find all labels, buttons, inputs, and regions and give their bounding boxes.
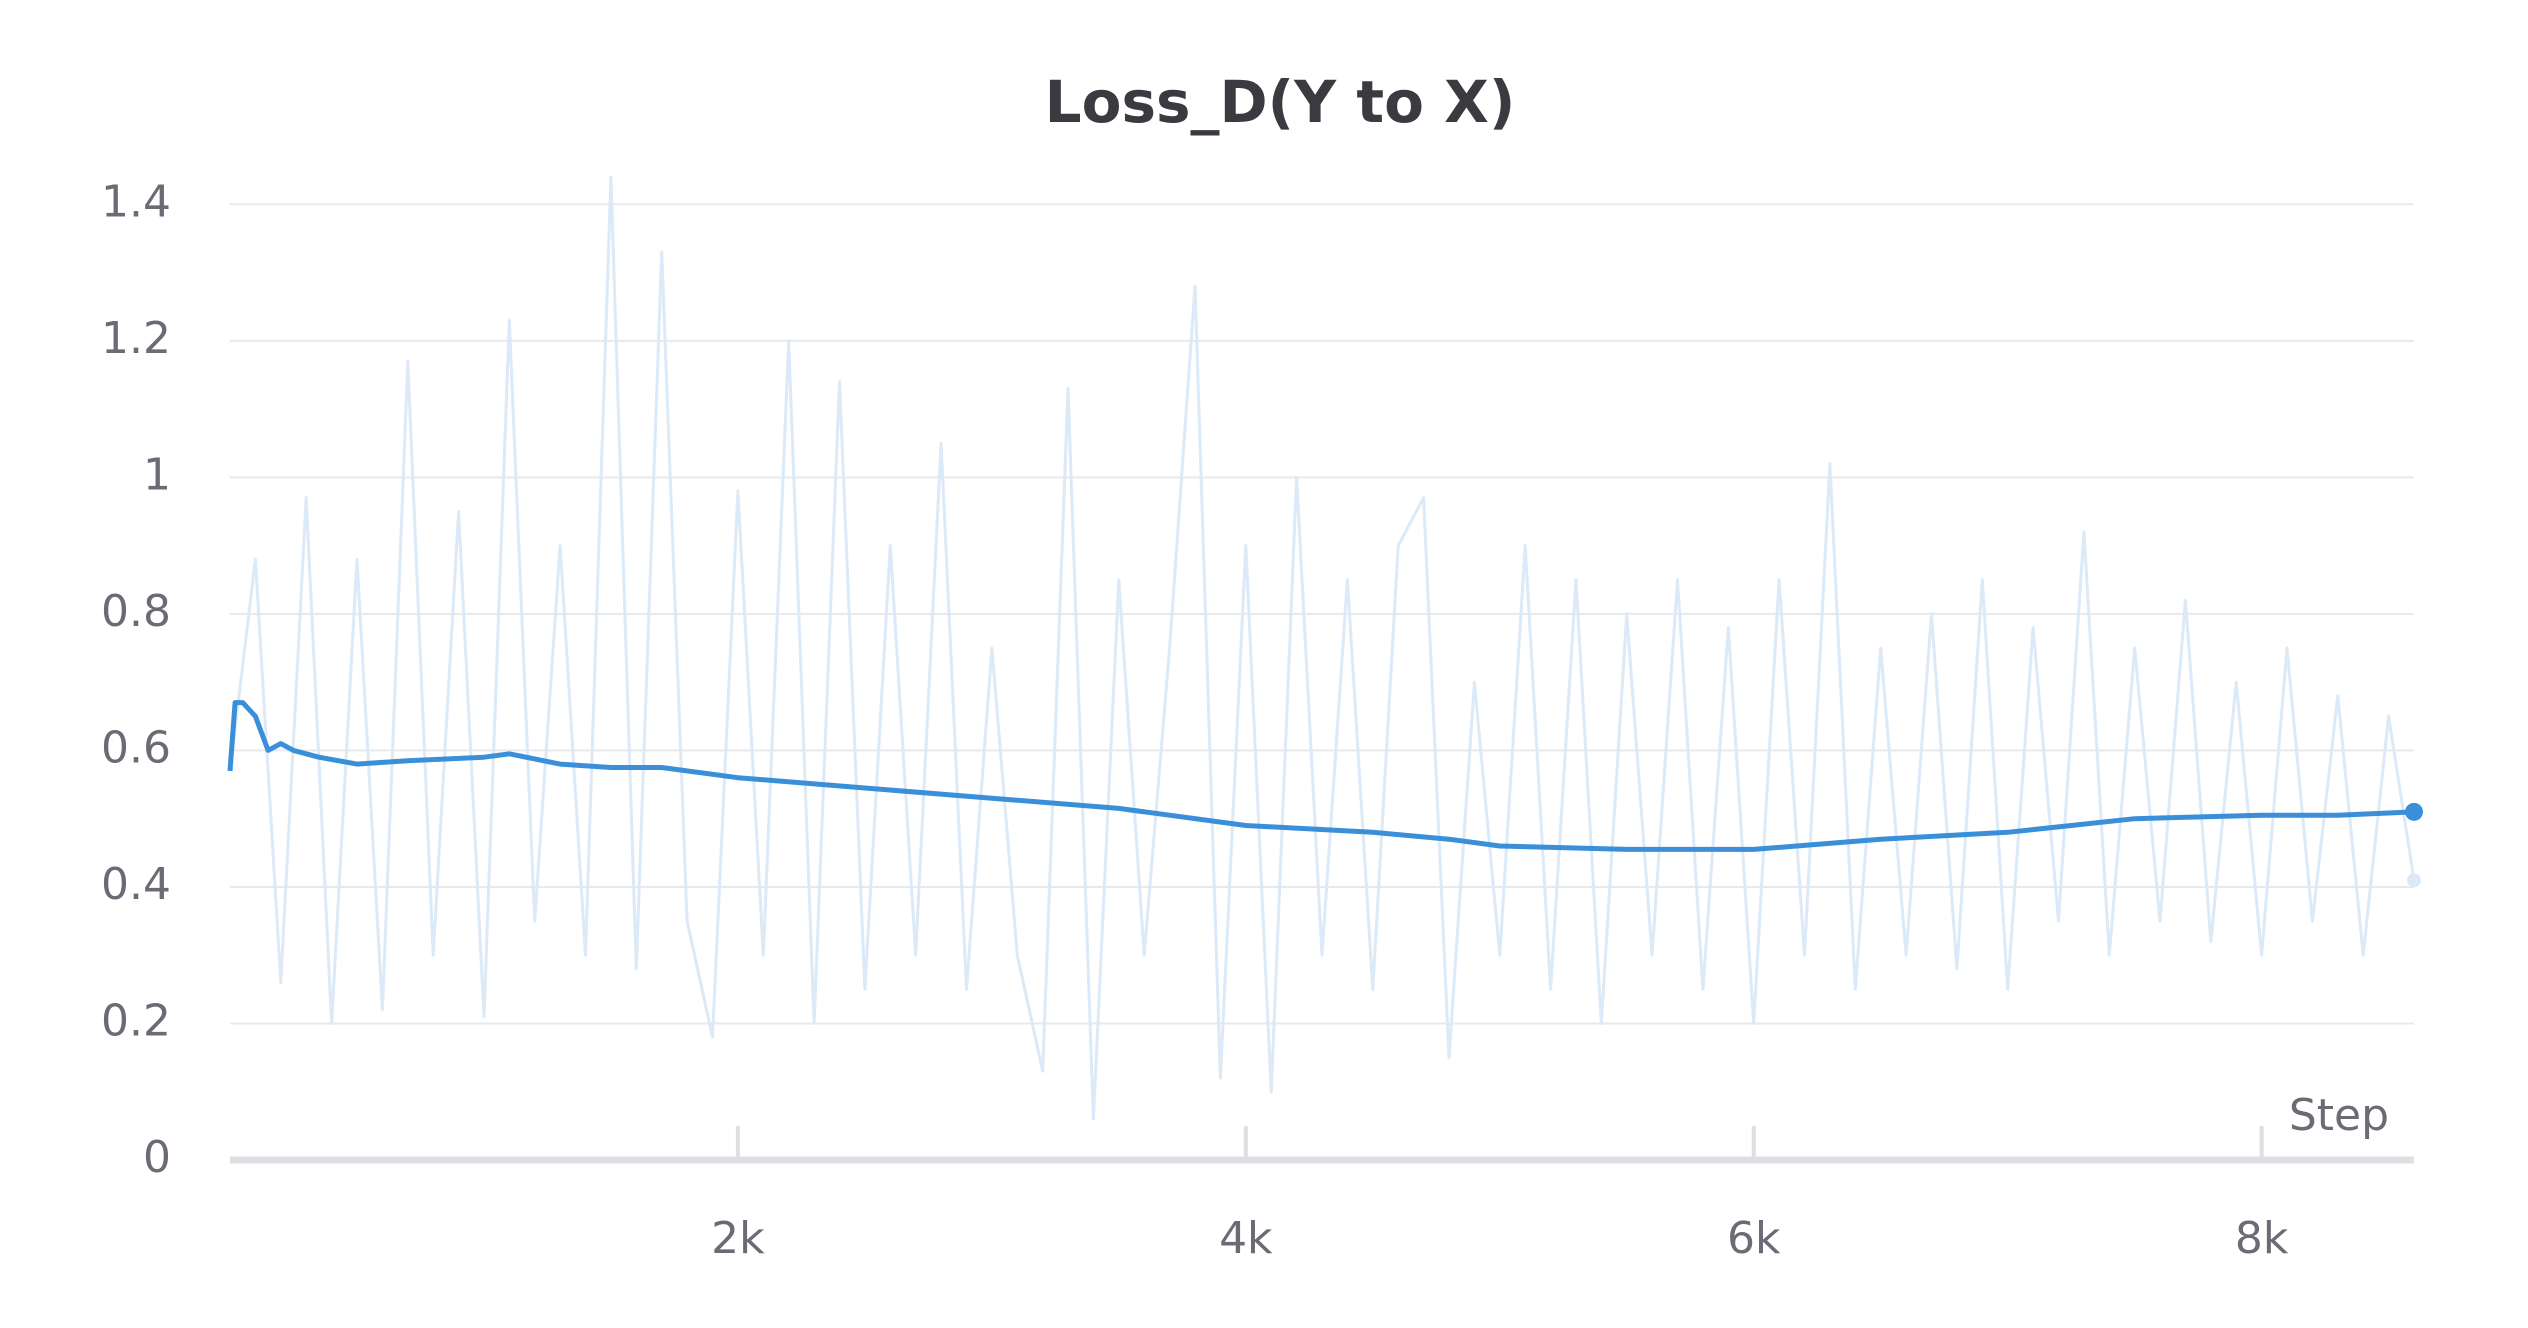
y-tick-label: 0.4: [101, 859, 171, 910]
end-point: [2405, 802, 2423, 821]
y-tick-label: 1: [143, 449, 171, 500]
y-tick-label: 0.6: [101, 722, 171, 773]
y-tick-label: 1.4: [101, 176, 171, 227]
x-tick-label: 6k: [1727, 1213, 1781, 1264]
x-tick-label: 8k: [2235, 1213, 2289, 1264]
end-point: [2407, 873, 2421, 888]
x-tick-label: 4k: [1219, 1213, 1273, 1264]
y-tick-label: 0.8: [101, 586, 171, 637]
x-axis-label: Step: [2289, 1090, 2389, 1141]
y-tick-label: 0: [143, 1132, 171, 1183]
line-smoothed: [227, 700, 2415, 852]
x-tick-label: 2k: [711, 1213, 765, 1264]
chart-title: Loss_D(Y to X): [1045, 68, 1516, 136]
line-raw: [228, 175, 2416, 1121]
y-tick-label: 1.2: [101, 313, 171, 364]
y-tick-label: 0.2: [101, 995, 171, 1046]
